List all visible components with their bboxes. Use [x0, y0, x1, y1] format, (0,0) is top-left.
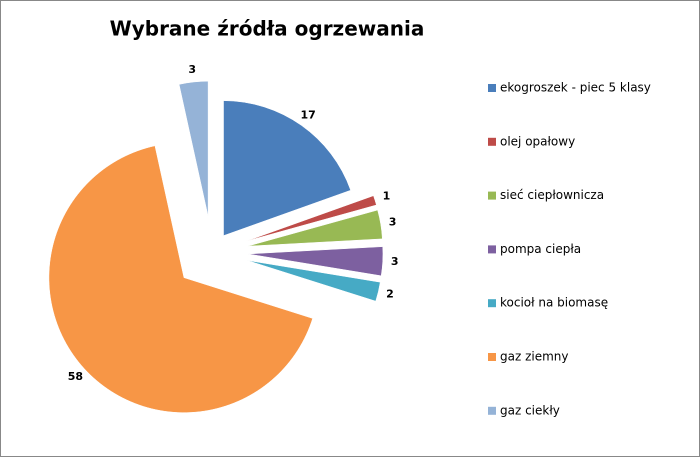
- pie-slice: [48, 145, 313, 413]
- legend-label: ekogroszek - piec 5 klasy: [500, 81, 651, 95]
- data-label: 1: [383, 190, 391, 203]
- legend-swatch: [488, 191, 496, 200]
- pie-slice: [247, 209, 383, 247]
- pie-slice: [178, 80, 209, 217]
- data-label: 17: [301, 108, 316, 121]
- legend-swatch: [488, 353, 496, 361]
- data-label: 3: [389, 215, 397, 228]
- data-label: 2: [386, 288, 394, 301]
- data-label: 58: [68, 370, 83, 383]
- legend-swatch: [488, 406, 496, 415]
- legend-swatch: [488, 245, 496, 254]
- pie-slice: [246, 195, 377, 242]
- legend-swatch: [488, 299, 496, 308]
- legend-label: sieć ciepłownicza: [500, 188, 604, 202]
- legend-label: kocioł na biomasę: [500, 296, 608, 310]
- legend-swatch: [488, 84, 496, 92]
- legend-label: pompa ciepła: [500, 242, 581, 256]
- chart-title: Wybrane źródła ogrzewania: [110, 17, 425, 41]
- pie-slice: [246, 260, 381, 302]
- pie-slice: [247, 246, 384, 277]
- data-label: 3: [188, 63, 196, 76]
- legend-swatch: [488, 137, 496, 146]
- legend-label: gaz ciekły: [500, 403, 560, 417]
- pie-slice: [223, 100, 351, 237]
- legend-label: gaz ziemny: [500, 350, 569, 364]
- legend-label: olej opałowy: [500, 134, 575, 148]
- data-label: 3: [391, 255, 399, 268]
